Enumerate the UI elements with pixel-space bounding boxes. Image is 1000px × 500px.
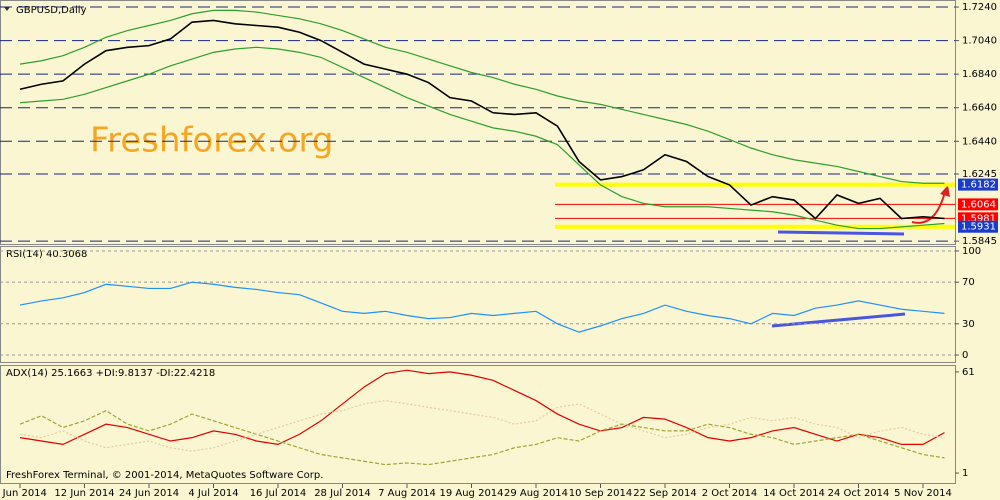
y-tick-label: 30 [962,319,975,330]
x-tick-label: 5 Nov 2014 [894,488,952,499]
x-tick-label: 16 Jul 2014 [250,488,307,499]
level-label: 1.6182 [961,180,996,191]
rsi-panel [0,246,956,363]
y-tick-label: 1.6840 [962,69,997,80]
series-line [19,9,945,184]
x-tick-label: 10 Sep 2014 [569,488,632,499]
price-panel [0,0,956,245]
y-tick-label: 100 [962,246,981,257]
y-tick-label: 1.5845 [962,236,997,247]
y-tick-label: 1.7040 [962,36,997,47]
level-label: 1.6064 [961,199,996,210]
level-label: 1.5931 [961,222,996,233]
menu-arrow [4,7,10,11]
adx-panel [0,365,956,484]
rsi-title: RSI(14) 40.3068 [6,249,87,260]
y-tick-label: 1.6245 [962,169,997,180]
series-line [19,409,945,466]
y-tick-label: 1 [962,468,968,479]
x-tick-label: 12 Jun 2014 [54,488,114,499]
y-tick-label: 1.7240 [962,2,997,13]
y-tick-label: 1.6640 [962,103,997,114]
level-label: 1.5981 [961,213,996,224]
footer: FreshForex Terminal, © 2001-2014, MetaQu… [6,470,323,481]
chart-title: GBPUSD,Daily [16,5,87,16]
watermark: Freshforex.org [90,121,334,161]
x-tick-label: 3 Jun 2014 [0,488,47,499]
x-tick-label: 14 Oct 2014 [763,488,825,499]
level-box [958,178,998,191]
x-tick-label: 2 Oct 2014 [702,488,757,499]
x-tick-label: 28 Jul 2014 [314,488,371,499]
level-box [958,198,998,211]
level-box [958,220,998,233]
forecast-arrowhead [940,185,950,197]
y-tick-label: 1.6440 [962,136,997,147]
x-tick-label: 22 Sep 2014 [633,488,696,499]
y-tick-label: 0 [962,350,968,361]
series-line [19,19,945,220]
series-line [19,281,945,333]
x-tick-label: 7 Aug 2014 [378,488,436,499]
trendline [777,230,905,236]
x-tick-label: 24 Jun 2014 [119,488,179,499]
series-line [19,46,945,230]
y-tick-label: 70 [962,277,975,288]
y-tick-label: 61 [962,367,975,378]
x-tick-label: 4 Jul 2014 [188,488,238,499]
series-line [19,369,945,446]
x-tick-label: 29 Aug 2014 [504,488,568,499]
x-tick-label: 24 Oct 2014 [828,488,890,499]
series-line [19,399,945,452]
x-tick-label: 19 Aug 2014 [439,488,503,499]
adx-title: ADX(14) 25.1663 +DI:9.8137 -DI:22.4218 [6,368,215,379]
